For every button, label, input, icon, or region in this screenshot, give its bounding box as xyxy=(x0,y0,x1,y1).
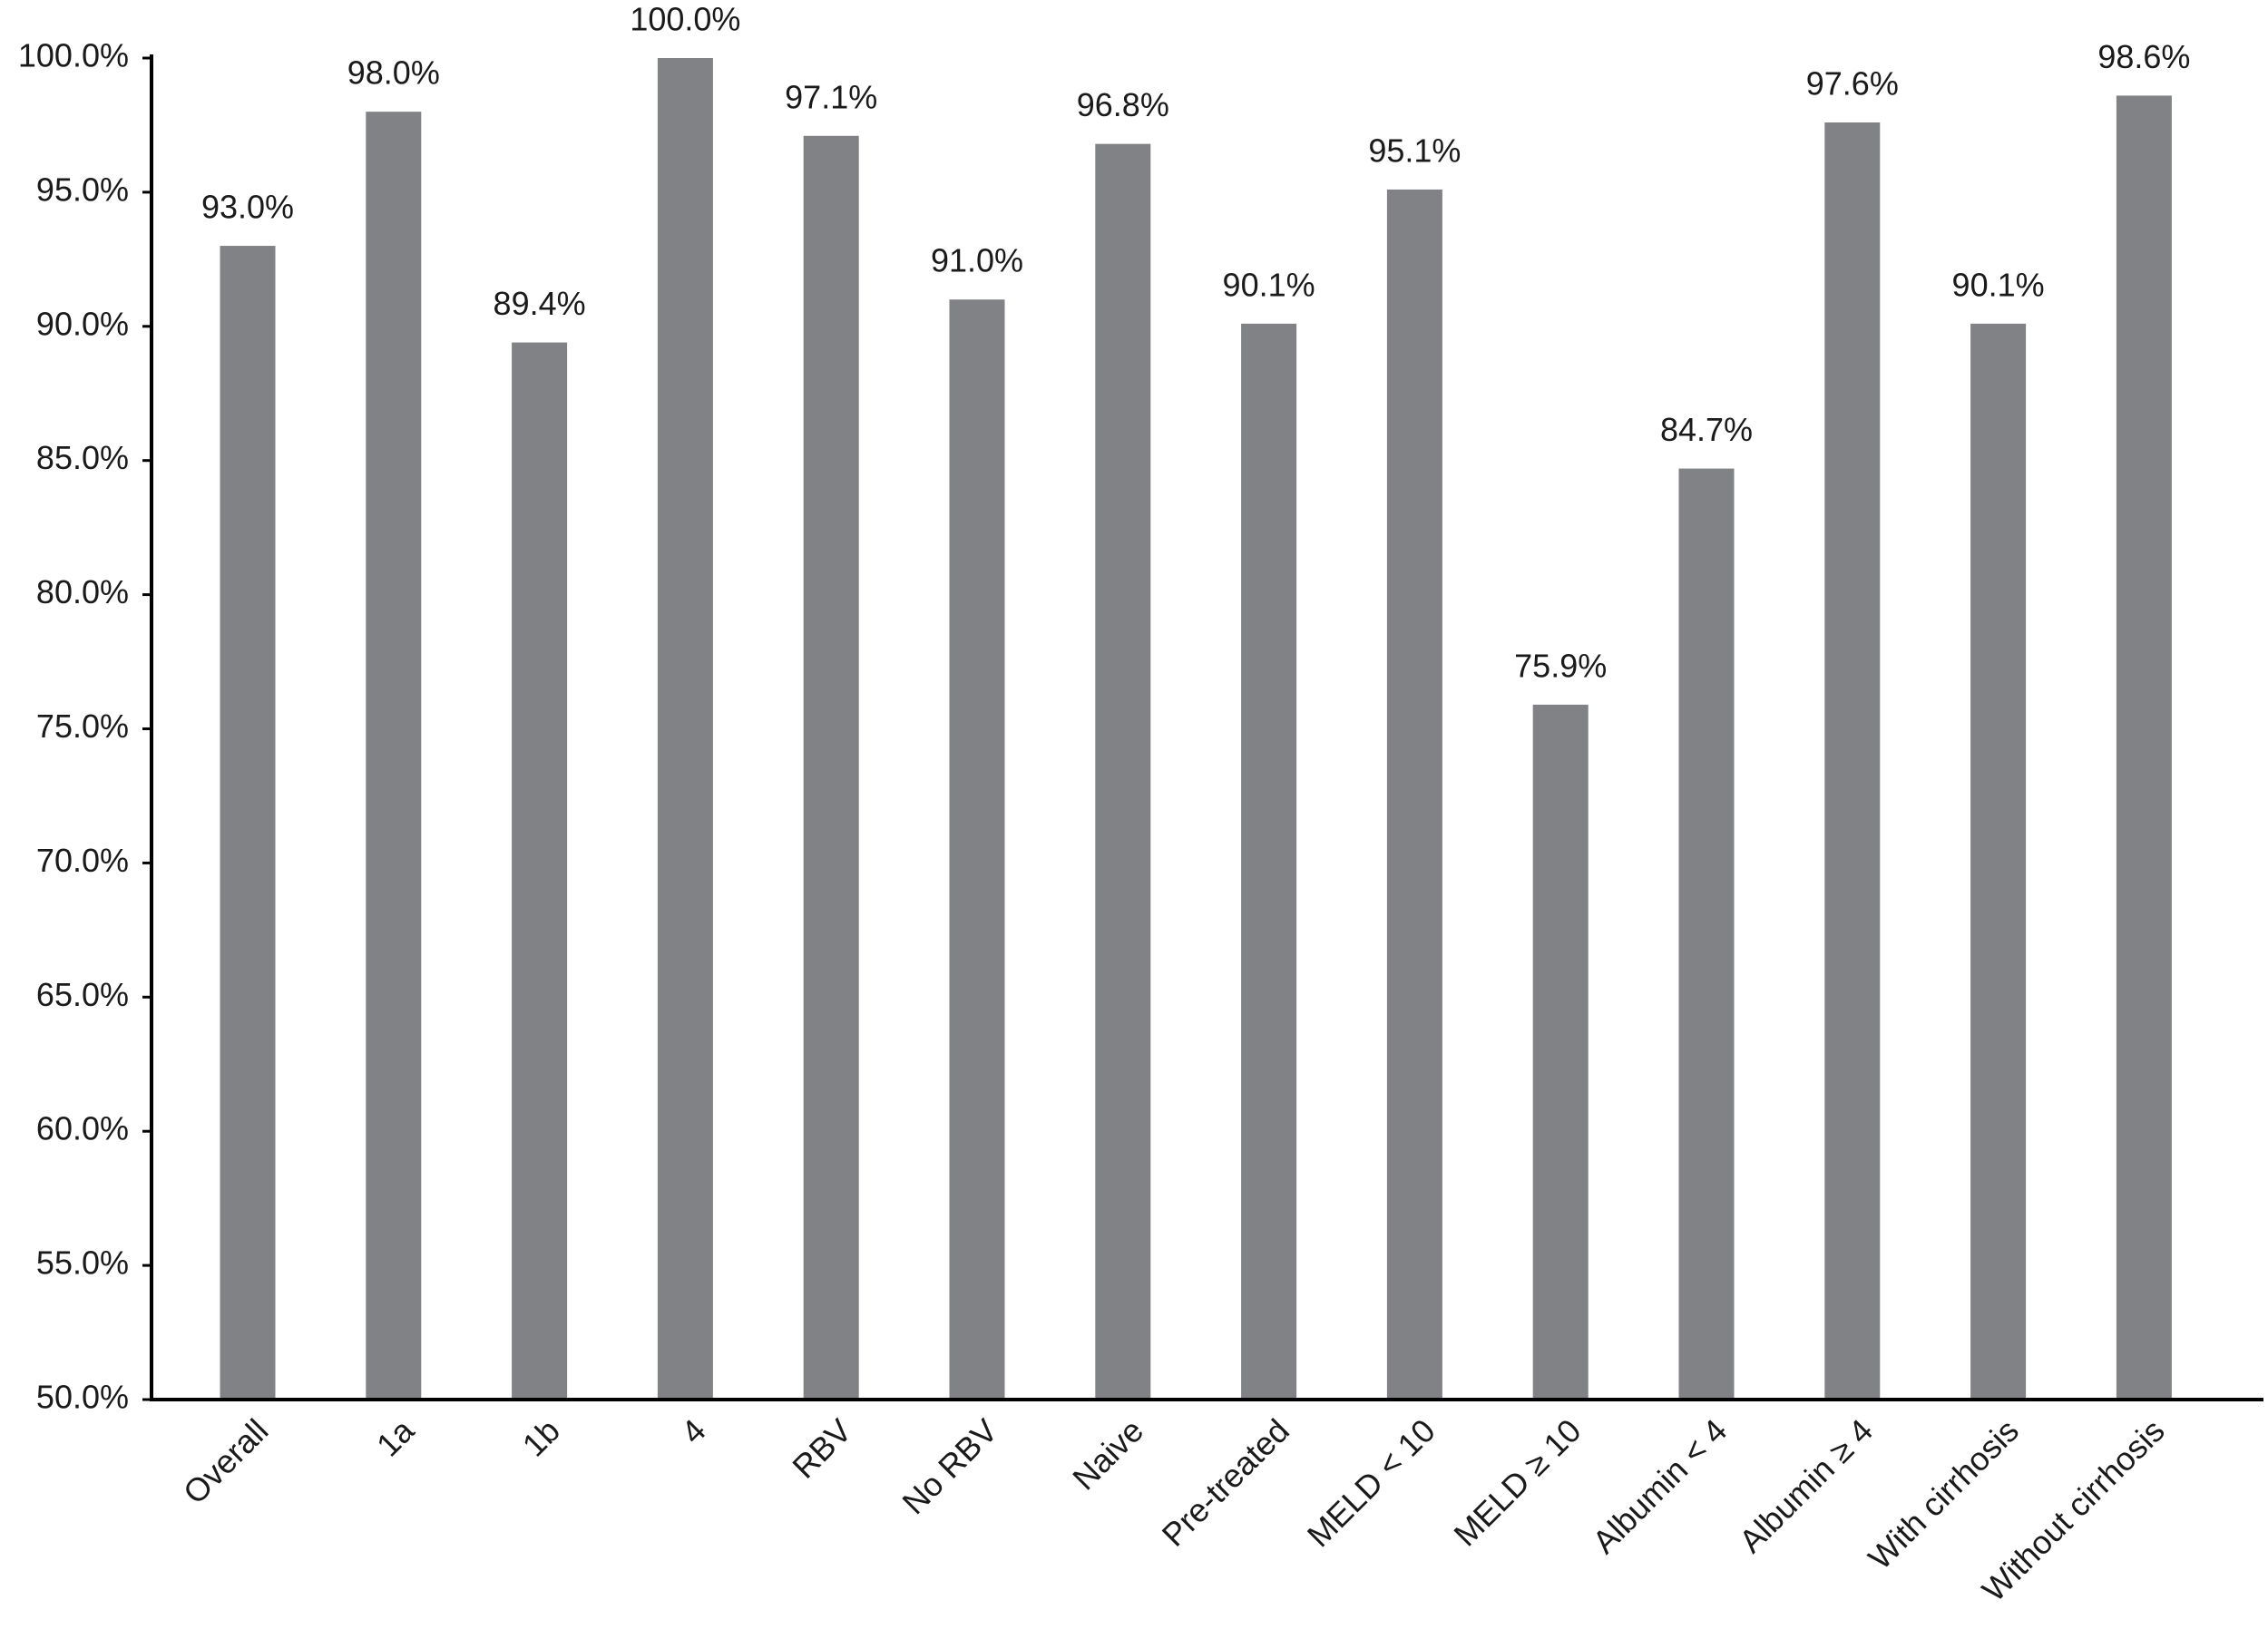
value-label: 93.0% xyxy=(201,189,294,226)
y-tick-label: 65.0% xyxy=(36,976,129,1013)
bar xyxy=(2116,95,2172,1400)
x-tick-label: Albumin < 4 xyxy=(1585,1411,1734,1560)
x-tick-label: 4 xyxy=(674,1411,713,1450)
y-tick-label: 50.0% xyxy=(36,1379,129,1416)
bar xyxy=(803,135,859,1400)
value-label: 95.1% xyxy=(1368,132,1461,169)
x-tick-label: Albumin ≥ 4 xyxy=(1732,1411,1880,1559)
y-tick-label: 80.0% xyxy=(36,573,129,610)
bar xyxy=(949,299,1005,1400)
bar xyxy=(366,112,422,1400)
x-tick-label: Pre-treated xyxy=(1155,1411,1296,1553)
bar xyxy=(220,246,276,1400)
x-tick-label: MELD ≥ 10 xyxy=(1446,1411,1588,1553)
bar xyxy=(1241,323,1297,1400)
y-tick-label: 90.0% xyxy=(36,305,129,342)
x-tick-label: MELD < 10 xyxy=(1300,1411,1442,1554)
bar xyxy=(657,58,713,1400)
bar xyxy=(1095,143,1151,1400)
value-label: 75.9% xyxy=(1514,647,1607,684)
bar xyxy=(1678,468,1735,1400)
value-label: 96.8% xyxy=(1077,86,1169,123)
value-label: 90.1% xyxy=(1223,266,1315,303)
y-tick-label: 60.0% xyxy=(36,1110,129,1147)
y-tick-label: 100.0% xyxy=(18,37,129,74)
x-tick-label: With cirrhosis xyxy=(1861,1411,2026,1576)
value-label: 98.0% xyxy=(347,54,440,92)
x-tick-label: 1a xyxy=(369,1411,422,1464)
y-tick-label: 55.0% xyxy=(36,1244,129,1282)
y-tick-label: 85.0% xyxy=(36,439,129,476)
value-label: 100.0% xyxy=(630,1,740,38)
bar xyxy=(1532,704,1589,1400)
y-tick-label: 95.0% xyxy=(36,171,129,208)
x-tick-label: 1b xyxy=(515,1411,567,1463)
x-tick-label: RBV xyxy=(785,1411,858,1485)
bar xyxy=(1386,189,1442,1400)
x-tick-label: No RBV xyxy=(894,1411,1004,1521)
y-tick-label: 70.0% xyxy=(36,842,129,879)
value-label: 90.1% xyxy=(1952,266,2045,303)
x-tick-label: Naive xyxy=(1065,1411,1150,1497)
bar xyxy=(1970,323,2027,1400)
y-tick-label: 75.0% xyxy=(36,707,129,745)
value-label: 91.0% xyxy=(931,242,1023,279)
value-label: 97.1% xyxy=(785,78,877,115)
value-label: 84.7% xyxy=(1660,411,1753,448)
value-label: 97.6% xyxy=(1806,65,1899,102)
bar xyxy=(1824,122,1881,1400)
bar xyxy=(512,342,568,1400)
value-label: 89.4% xyxy=(494,285,586,322)
x-tick-label: Overall xyxy=(176,1411,276,1511)
value-label: 98.6% xyxy=(2097,38,2190,75)
